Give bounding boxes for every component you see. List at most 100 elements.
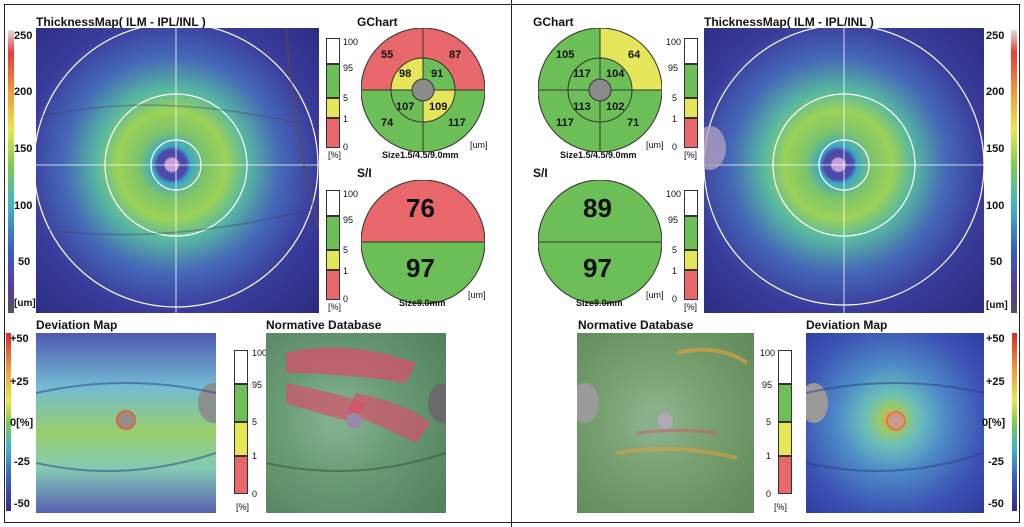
right-normative-overlay <box>577 347 749 460</box>
left-normative-scale-red <box>234 456 248 494</box>
left-deviation-map[interactable] <box>36 333 216 513</box>
left-si-scale-95: 95 <box>343 215 354 225</box>
left-deviation-tick-p25: +25 <box>10 376 29 388</box>
left-deviation-title: Deviation Map <box>36 318 118 332</box>
right-normative-scale-1: 1 <box>766 451 772 461</box>
report-frame <box>4 4 1020 523</box>
left-gchart-unit: [um] <box>470 140 488 150</box>
left-normative-scale: 100 95 5 1 0 [%] <box>234 348 270 520</box>
left-normative-map[interactable] <box>266 333 446 513</box>
right-thickness-map[interactable] <box>704 28 984 313</box>
right-si-scale-95: 95 <box>668 215 679 225</box>
left-gchart-scale-1: 1 <box>343 114 349 124</box>
right-deviation-scale: +50 +25 0[%] -25 -50 <box>982 333 1018 513</box>
left-si-scale: 100 95 5 1 0 [%] <box>326 189 366 312</box>
left-deviation-tick-p50: +50 <box>10 333 29 345</box>
left-normative-scale-0: 0 <box>252 489 258 499</box>
right-thickness-tick-100: 100 <box>986 200 1005 212</box>
left-thickness-title: ThicknessMap( ILM - IPL/INL ) <box>36 15 206 29</box>
left-normative-scale-95: 95 <box>252 380 263 390</box>
left-thickness-tick-150: 150 <box>14 143 33 155</box>
right-thickness-title: ThicknessMap( ILM - IPL/INL ) <box>704 15 874 29</box>
left-gchart-scale-green <box>326 64 340 98</box>
left-thickness-tick-100: 100 <box>14 200 33 212</box>
left-normative-scale-yellow <box>234 422 248 456</box>
left-normative-scale-white <box>234 350 248 384</box>
right-thickness-tick-200: 200 <box>986 86 1005 98</box>
right-gchart-scale-100: 100 <box>666 37 682 47</box>
left-si-chart <box>361 180 485 304</box>
right-si-scale: 100 95 5 1 0 [%] <box>666 189 702 312</box>
left-thickness-unit: [um] <box>14 298 36 309</box>
left-normative-scale-100: 100 <box>252 348 268 358</box>
right-si-scale-red <box>684 270 698 300</box>
right-si-scale-5: 5 <box>672 245 678 255</box>
left-gchart-scale-100: 100 <box>343 37 359 47</box>
left-normative-scale-unit: [%] <box>236 502 250 512</box>
left-normative-scale-5: 5 <box>252 417 258 427</box>
right-gchart-val-itr: 104 <box>606 68 625 80</box>
right-normative-scale-white <box>778 350 792 384</box>
right-normative-scale-5: 5 <box>766 417 772 427</box>
right-deviation-tick-m25: -25 <box>988 456 1004 468</box>
right-thickness-scale: 250 200 150 100 50 [um] <box>986 30 1018 313</box>
left-deviation-overlay <box>36 382 216 472</box>
left-gchart-val-ibr: 109 <box>429 101 448 113</box>
left-si-scale-yellow <box>326 250 340 270</box>
right-gchart-scale: 100 95 5 1 0 [%] <box>666 37 702 160</box>
left-si-scale-5: 5 <box>343 245 349 255</box>
left-gchart-val-obr: 117 <box>448 117 466 129</box>
left-si-scale-green <box>326 216 340 250</box>
right-normative-scale-100: 100 <box>760 348 776 358</box>
left-normative-overlay <box>266 347 446 472</box>
right-si-size: Size9.0mm <box>576 298 623 308</box>
right-si-scale-green <box>684 216 698 250</box>
left-deviation-scale-bar <box>6 333 11 511</box>
right-gchart-val-ibr: 102 <box>606 101 625 113</box>
left-thickness-overlay <box>36 28 319 313</box>
left-gchart-val-itl: 98 <box>399 68 412 80</box>
right-si-scale-0: 0 <box>672 294 678 304</box>
left-si-scale-white <box>326 190 340 216</box>
right-gchart-scale-yellow <box>684 98 698 118</box>
right-gchart-scale-0: 0 <box>672 142 678 152</box>
right-deviation-overlay <box>806 382 984 472</box>
left-gchart-val-itr: 91 <box>431 68 444 80</box>
right-thickness-scale-bar <box>1011 30 1017 313</box>
right-gchart-scale-1: 1 <box>672 114 678 124</box>
left-gchart-scale-unit: [%] <box>328 150 342 160</box>
left-si-inferior-value: 97 <box>406 253 435 283</box>
right-gchart-center <box>588 78 612 102</box>
right-si-scale-yellow <box>684 250 698 270</box>
right-gchart-scale-5: 5 <box>672 93 678 103</box>
left-gchart-scale-white <box>326 38 340 64</box>
right-deviation-tick-m50: -50 <box>988 498 1004 510</box>
left-si-inferior <box>361 241 485 304</box>
left-si-scale-1: 1 <box>343 266 349 276</box>
left-normative-scale-green <box>234 384 248 422</box>
right-gchart-scale-unit: [%] <box>684 150 698 160</box>
left-si-scale-0: 0 <box>343 294 349 304</box>
right-deviation-map[interactable] <box>806 333 984 513</box>
right-normative-scale-yellow <box>778 422 792 456</box>
right-deviation-title: Deviation Map <box>806 318 888 332</box>
right-normative-map[interactable] <box>577 333 754 513</box>
right-gchart-scale-white <box>684 38 698 64</box>
left-si-unit: [um] <box>468 290 486 300</box>
right-si-scale-1: 1 <box>672 266 678 276</box>
right-si-title: S/I <box>533 166 548 180</box>
left-thickness-tick-250: 250 <box>14 30 33 42</box>
left-gchart-scale-red <box>326 118 340 148</box>
left-gchart-val-obl: 74 <box>381 117 394 129</box>
right-gchart-scale-red <box>684 118 698 148</box>
eye-divider <box>511 0 512 527</box>
right-deviation-tick-p50: +50 <box>986 333 1005 345</box>
right-si-inferior <box>538 241 662 304</box>
right-normative-title: Normative Database <box>578 318 694 332</box>
right-gchart-scale-green <box>684 64 698 98</box>
left-deviation-tick-0: 0[%] <box>10 417 34 429</box>
left-thickness-map[interactable] <box>36 28 319 313</box>
left-deviation-tick-m50: -50 <box>14 498 30 510</box>
left-thickness-scale-bar <box>8 30 14 313</box>
right-si-unit: [um] <box>646 290 664 300</box>
